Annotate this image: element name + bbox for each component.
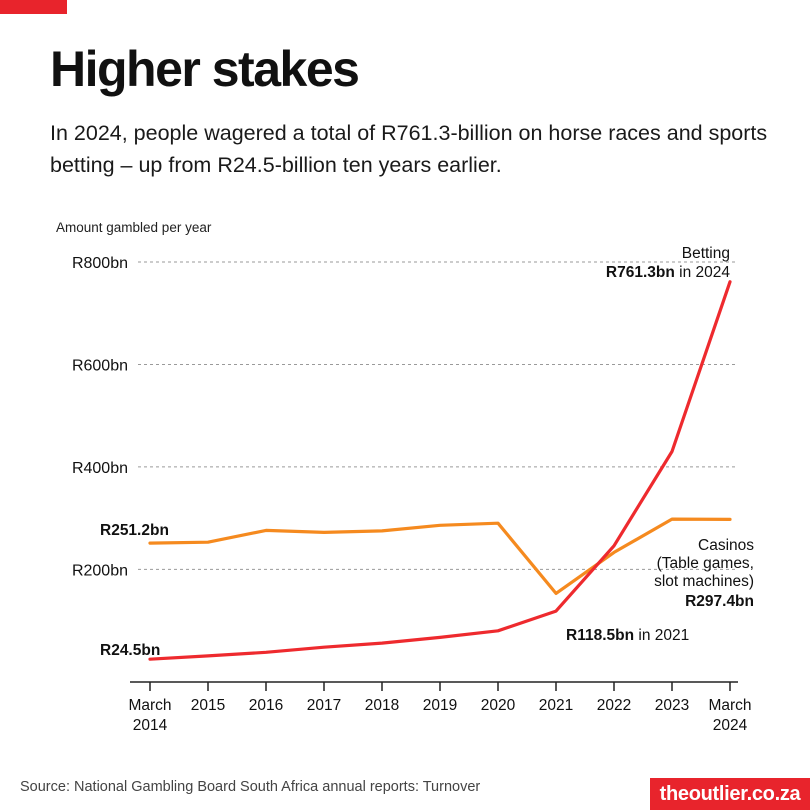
y-axis-label: Amount gambled per year	[56, 220, 212, 235]
source-note: Source: National Gambling Board South Af…	[20, 779, 481, 795]
annotation-casino-start: R251.2bn	[100, 522, 169, 539]
x-tick-label: 2023	[655, 697, 689, 714]
series-line-casinos	[148, 517, 732, 596]
x-tick-label: 2018	[365, 697, 399, 714]
annotation-betting-2021: R118.5bn in 2021	[566, 627, 689, 644]
y-tick-label: R600bn	[72, 357, 128, 374]
chart-title: Higher stakes	[50, 41, 360, 97]
annotation-betting-start: R24.5bn	[100, 642, 160, 659]
x-tick-label: 2022	[597, 697, 631, 714]
chart-subtitle: In 2024, people wagered a total of R761.…	[50, 121, 768, 177]
x-tick-label: 2017	[307, 697, 341, 714]
brand-logo[interactable]: theoutlier.co.za	[650, 778, 810, 810]
annotation-betting-name: Betting	[682, 245, 730, 262]
y-tick-label: R800bn	[72, 255, 128, 272]
annotation-betting-end: R761.3bn in 2024	[606, 264, 730, 281]
x-tick-label: 2015	[191, 697, 225, 714]
x-tick-label: 2020	[481, 697, 516, 714]
x-tick-label: March 2014	[128, 697, 171, 734]
brand-accent-bar	[0, 0, 67, 14]
x-tick-label: 2021	[539, 697, 573, 714]
x-tick-label: 2019	[423, 697, 457, 714]
series-line-betting	[148, 280, 732, 661]
y-tick-label: R400bn	[72, 460, 128, 477]
x-tick-label: 2016	[249, 697, 283, 714]
x-tick-label: March 2024	[708, 697, 751, 734]
annotation-casino-end: R297.4bn	[685, 593, 754, 610]
annotation-casino-name: Casinos (Table games, slot machines)	[654, 537, 754, 590]
y-tick-label: R200bn	[72, 562, 128, 579]
